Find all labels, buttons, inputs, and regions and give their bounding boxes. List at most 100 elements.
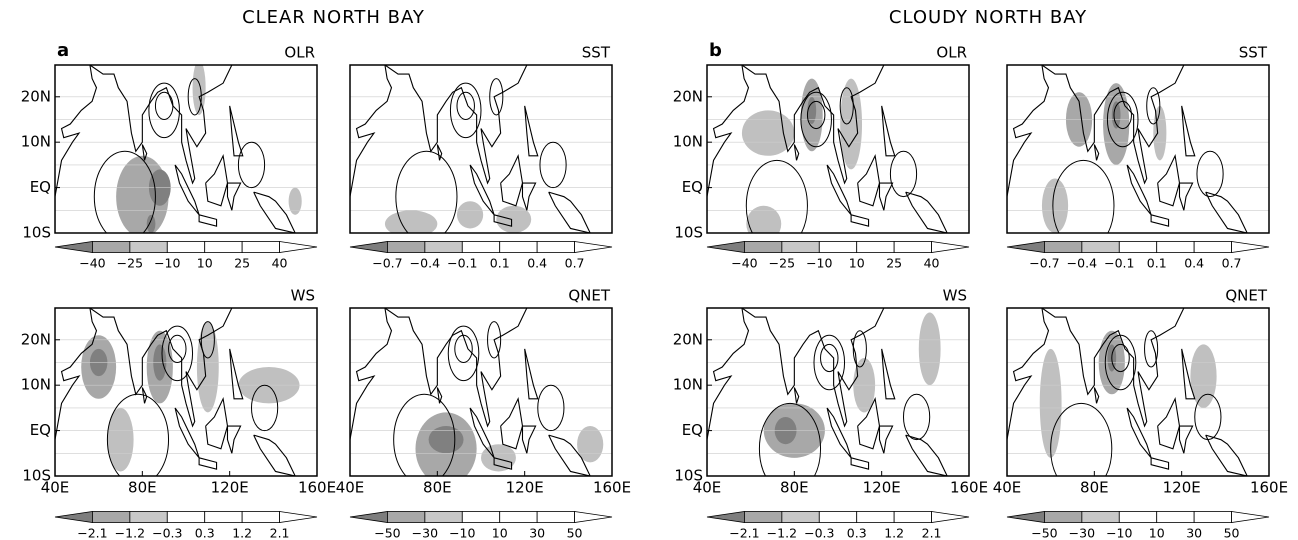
coastline	[55, 65, 98, 233]
map-panel	[349, 64, 613, 234]
coastline	[350, 65, 393, 233]
contour	[800, 91, 832, 148]
map-panel	[54, 307, 318, 485]
shading	[840, 78, 863, 170]
colorbar-box	[781, 241, 820, 253]
coastline	[1204, 478, 1230, 485]
lon-label: 80E	[128, 479, 157, 497]
colorbar-arrow	[1231, 511, 1270, 523]
lat-label: 20N	[673, 330, 703, 348]
shading	[288, 187, 302, 215]
coastline	[350, 308, 393, 476]
coastline	[881, 105, 896, 157]
colorbar-box	[1081, 511, 1120, 523]
colorbar-box	[166, 241, 206, 253]
lon-label: 120E	[1163, 479, 1201, 497]
contour	[154, 91, 174, 120]
colorbar-box	[744, 241, 783, 253]
map-panel	[1006, 64, 1270, 234]
colorbar-label: −0.7	[372, 256, 402, 271]
colorbar-label: −10	[154, 256, 180, 271]
figure-title: CLEAR NORTH BAY	[242, 7, 425, 28]
panel-label: SST	[582, 44, 611, 62]
colorbar-box	[1156, 241, 1195, 253]
coastline	[1093, 144, 1100, 161]
lat-label: 10S	[674, 224, 703, 242]
contour	[161, 325, 194, 382]
colorbar-label: −2.1	[77, 526, 107, 540]
coastline	[881, 348, 896, 400]
contour	[539, 141, 567, 189]
coastline	[826, 407, 852, 459]
colorbar-label: −50	[374, 526, 400, 540]
contour	[106, 393, 170, 476]
colorbar-box	[166, 511, 206, 523]
colorbar-box	[424, 241, 463, 253]
contour	[148, 82, 180, 139]
colorbar-arrow	[931, 511, 970, 523]
coastline	[198, 214, 218, 227]
coastline	[252, 235, 278, 242]
contour	[1106, 91, 1139, 148]
coastline	[229, 348, 244, 400]
panel-frame	[1006, 64, 1270, 234]
map-content	[55, 308, 317, 485]
lon-label: 40E	[693, 479, 722, 497]
lat-label: EQ	[682, 421, 703, 439]
colorbar-label: −30	[412, 526, 438, 540]
coastline	[493, 457, 513, 470]
shading	[1153, 105, 1167, 161]
colorbar-label: −0.1	[447, 256, 477, 271]
colorbar-label: 0.4	[527, 256, 547, 271]
lat-label: EQ	[682, 178, 703, 196]
contour	[745, 159, 808, 233]
coastline	[904, 235, 930, 242]
coastline	[548, 191, 591, 233]
panel-frame	[1006, 307, 1270, 477]
shading	[807, 96, 817, 125]
panel-label: WS	[943, 287, 967, 305]
shading	[384, 210, 438, 233]
map-content	[350, 65, 612, 233]
contour	[1111, 343, 1130, 373]
coastline	[436, 144, 443, 161]
shading	[456, 201, 484, 229]
map-content	[707, 65, 969, 242]
shading	[746, 205, 782, 233]
coastline	[500, 396, 524, 450]
shading	[918, 312, 941, 386]
shading	[481, 444, 516, 472]
coastline	[226, 425, 242, 454]
colorbar-label: 25	[234, 256, 250, 271]
colorbar-label: 0.7	[565, 256, 585, 271]
coastline	[1181, 348, 1196, 400]
coastline	[252, 478, 278, 485]
colorbar-label: 10	[1149, 526, 1165, 540]
contour	[393, 393, 456, 476]
panel-label: SST	[1239, 44, 1268, 62]
coastline	[253, 434, 296, 476]
colorbar-box	[536, 241, 575, 253]
colorbar-box	[1193, 241, 1232, 253]
coastline	[89, 65, 233, 185]
map-panel	[706, 307, 970, 477]
colorbar-box	[499, 241, 538, 253]
colorbar-label: 40	[272, 256, 288, 271]
coastline	[1150, 214, 1170, 227]
colorbar-box	[744, 511, 783, 523]
coastline	[826, 164, 852, 216]
colorbar-box	[1081, 241, 1120, 253]
colorbar-box	[387, 511, 426, 523]
lon-label: 80E	[1080, 479, 1109, 497]
contour	[1144, 330, 1159, 368]
contour	[395, 150, 458, 233]
colorbar-label: 0.3	[847, 526, 867, 540]
colorbar-label: 2.1	[270, 526, 290, 540]
colorbar-box	[818, 511, 858, 523]
contour	[839, 87, 854, 125]
shading	[196, 321, 219, 413]
lat-label: 20N	[21, 330, 51, 348]
contour	[187, 78, 202, 116]
contour	[889, 150, 918, 198]
coastline	[521, 425, 537, 454]
